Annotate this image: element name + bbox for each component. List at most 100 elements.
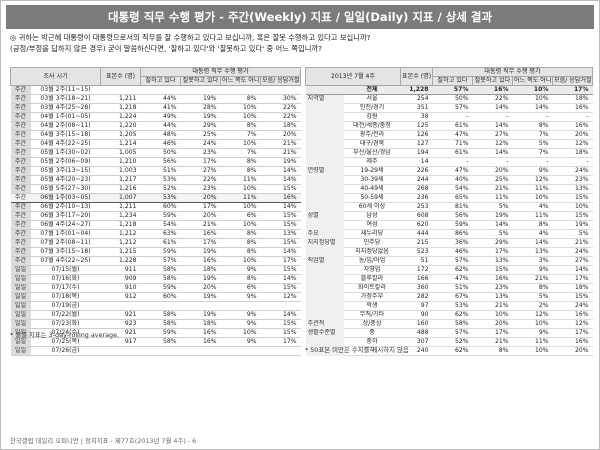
row-base: 1,228 [400, 85, 433, 95]
row-neither: 8% [220, 229, 261, 239]
row-base: 1,217 [100, 175, 141, 185]
table-row: 주간 07월 4주(22~25) 1,228 57% 16% 10% 17% [10, 256, 301, 266]
row-kind: 일일 [10, 265, 31, 275]
row-disapprove: 21% [472, 301, 513, 311]
table-row: 일일 07/15(월) 911 58% 18% 9% 15% [10, 265, 301, 275]
row-period: 07월 4주(22~25) [30, 256, 101, 266]
row-approve: 61% [432, 121, 473, 131]
row-disapprove: 19% [472, 211, 513, 221]
row-neither: 11% [220, 175, 261, 185]
row-period: 05월 3주(13~15) [30, 166, 101, 176]
row-kind: 주간 [10, 94, 31, 104]
row-dk: 27% [552, 256, 593, 266]
row-neither: - [512, 157, 553, 167]
row-approve [140, 346, 181, 356]
row-disapprove: 16% [180, 328, 221, 338]
row-dk: 17% [552, 328, 593, 338]
table-row: 블루칼라 166 47% 16% 21% 17% [305, 274, 593, 284]
row-dk: 20% [552, 346, 593, 356]
row-approve: 62% [432, 265, 473, 275]
row-base: 921 [100, 328, 141, 338]
row-neither: 10% [220, 112, 261, 122]
row-group [305, 85, 344, 95]
row-base: 444 [400, 229, 433, 239]
table-row: 일일 07/18(목) 912 60% 19% 9% 12% [10, 292, 301, 302]
row-period: 05월 5주(27~30) [30, 184, 101, 194]
row-disapprove: 15% [472, 265, 513, 275]
row-dk: 16% [260, 193, 301, 203]
row-disapprove: 14% [472, 121, 513, 131]
row-dk: 21% [260, 139, 301, 149]
row-approve: 58% [140, 265, 181, 275]
row-disapprove: 28% [180, 103, 221, 113]
row-period: 07/23(화) [30, 319, 101, 329]
row-disapprove: 20% [180, 283, 221, 293]
row-subgroup: 중하 [343, 337, 401, 347]
row-kind: 주간 [10, 85, 31, 95]
row-dk: - [552, 157, 593, 167]
row-disapprove: 23% [180, 148, 221, 158]
row-period: 05월 1주(30~02) [30, 148, 101, 158]
row-dk: 20% [260, 130, 301, 140]
row-dk: 19% [552, 220, 593, 230]
row-disapprove: 19% [180, 94, 221, 104]
row-neither: 4% [512, 202, 553, 212]
row-dk: 15% [260, 238, 301, 248]
row-dk: 12% [552, 319, 593, 329]
row-dk: 15% [260, 328, 301, 338]
row-dk: 16% [552, 103, 593, 113]
row-approve: 54% [140, 220, 181, 230]
table-row: 광주/전라 126 47% 27% 7% 20% [305, 130, 593, 140]
table-row: 인천/경기 351 57% 14% 14% 16% [305, 103, 593, 113]
row-approve: 59% [140, 328, 181, 338]
header-col-approve: 잘하고 있다 [140, 76, 181, 86]
row-neither: 2% [512, 301, 553, 311]
row-kind: 주간 [10, 166, 31, 176]
row-period: 04월 2주(08~11) [30, 121, 101, 131]
row-approve: 63% [140, 229, 181, 239]
row-approve: 59% [140, 247, 181, 257]
row-disapprove: 5% [472, 202, 513, 212]
header-col-disapprove: 잘못하고 있다 [180, 76, 221, 86]
row-base: 608 [400, 211, 433, 221]
row-neither: 8% [220, 247, 261, 257]
row-group [305, 283, 344, 293]
table-row: 주간 03월 2주(11~15) [10, 85, 301, 95]
row-subgroup: 대전/세종/충청 [343, 121, 401, 131]
row-dk: 23% [552, 175, 593, 185]
row-period: 07/18(목) [30, 292, 101, 302]
row-period: 04월 4주(22~25) [30, 139, 101, 149]
table-row: 일일 07/16(화) 909 58% 19% 8% 14% [10, 274, 301, 284]
row-kind: 주간 [10, 256, 31, 266]
row-neither: 13% [512, 247, 553, 257]
row-disapprove: 14% [472, 148, 513, 158]
row-base: 911 [100, 265, 141, 275]
row-disapprove: - [472, 112, 513, 122]
row-base: 1,214 [100, 139, 141, 149]
row-dk: 24% [552, 166, 593, 176]
table-row: 연령별 19-29세 226 47% 20% 9% 24% [305, 166, 593, 176]
row-dk: 18% [552, 283, 593, 293]
row-kind: 일일 [10, 319, 31, 329]
row-approve: 59% [140, 211, 181, 221]
row-subgroup: 상/중상 [343, 319, 401, 329]
row-group [305, 148, 344, 158]
row-subgroup: 중 [343, 328, 401, 338]
row-disapprove: 22% [180, 175, 221, 185]
row-disapprove: 23% [180, 184, 221, 194]
row-period: 06월 3주(17~20) [30, 211, 101, 221]
table-row: 주간 07월 3주(15~18) 1,215 59% 19% 8% 14% [10, 247, 301, 257]
row-base: 1,003 [100, 166, 141, 176]
row-approve: - [432, 112, 473, 122]
row-base: 282 [400, 292, 433, 302]
row-neither: 9% [220, 337, 261, 347]
row-base: 1,224 [100, 112, 141, 122]
row-neither: 9% [220, 310, 261, 320]
row-base: 1,228 [100, 256, 141, 266]
row-approve: 58% [140, 319, 181, 329]
row-dk: 12% [552, 139, 593, 149]
table-row: 지역별 서울 254 50% 22% 10% 18% [305, 94, 593, 104]
row-period: 07/22(월) [30, 310, 101, 320]
row-approve: 46% [140, 139, 181, 149]
row-approve: 52% [140, 184, 181, 194]
